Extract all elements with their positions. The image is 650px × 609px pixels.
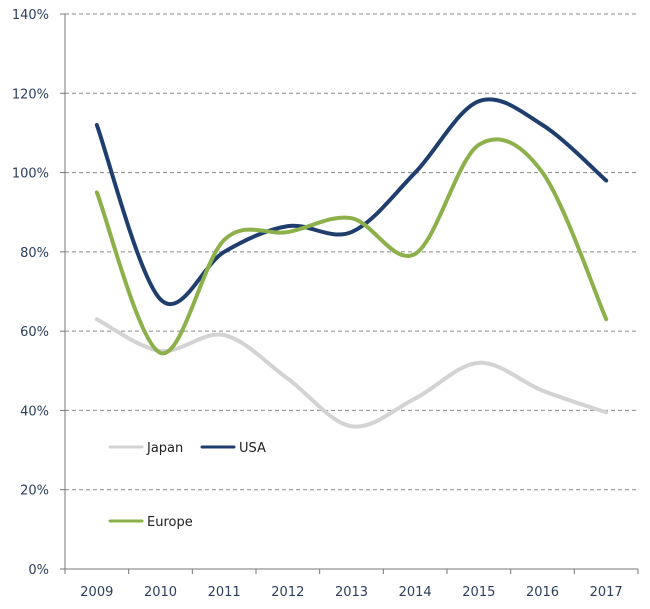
legend: Japan USA Europe — [108, 441, 266, 530]
y-tick-label: 140% — [12, 8, 49, 23]
x-tick-label: 2011 — [208, 585, 241, 600]
legend-label-usa: USA — [239, 441, 266, 456]
series-lines — [94, 97, 609, 429]
series-line-japan — [94, 317, 609, 429]
y-axis-tick-labels: 0% 20% 40% 60% 80% 100% 120% 140% — [12, 8, 49, 578]
x-tick-label: 2009 — [80, 585, 113, 600]
x-tick-label: 2014 — [399, 585, 432, 600]
gridlines — [65, 13, 638, 491]
legend-label-europe: Europe — [147, 515, 193, 530]
y-tick-label: 0% — [28, 563, 49, 578]
x-tick-label: 2015 — [462, 585, 495, 600]
y-tick-label: 60% — [20, 325, 49, 340]
x-tick-label: 2016 — [526, 585, 559, 600]
x-tick-label: 2017 — [590, 585, 623, 600]
x-tick-label: 2010 — [144, 585, 177, 600]
y-tick-label: 100% — [12, 167, 49, 182]
y-tick-label: 40% — [20, 404, 49, 419]
axes — [60, 13, 639, 574]
x-tick-label: 2013 — [335, 585, 368, 600]
y-tick-label: 80% — [20, 246, 49, 261]
series-line-usa — [94, 97, 609, 306]
x-axis-tick-labels: 2009 2010 2011 2012 2013 2014 2015 2016 2017 — [80, 585, 622, 600]
y-tick-label: 20% — [20, 484, 49, 499]
series-line-europe — [94, 137, 609, 355]
x-tick-label: 2012 — [271, 585, 304, 600]
legend-label-japan: Japan — [146, 441, 183, 456]
y-tick-label: 120% — [12, 87, 49, 102]
